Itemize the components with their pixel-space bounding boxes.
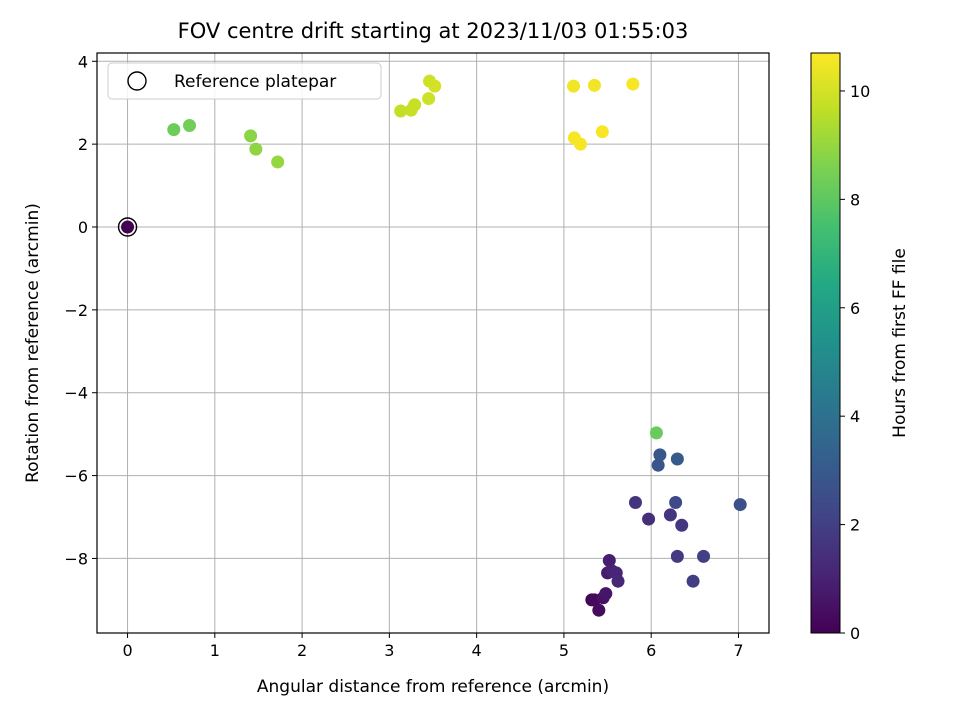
y-tick-label: 2 [78, 135, 88, 154]
data-point [592, 603, 606, 617]
data-point [642, 512, 656, 526]
data-point [567, 79, 581, 93]
data-point [663, 508, 677, 522]
data-point [244, 129, 258, 143]
colorbar-tick-label: 2 [850, 516, 860, 535]
y-axis-ticks: −8 −6 −4 −2 0 2 4 [64, 52, 97, 568]
plot-frame [96, 52, 770, 634]
data-point [697, 549, 711, 563]
y-tick-label: 0 [78, 218, 88, 237]
colorbar-tick-label: 0 [850, 624, 860, 643]
x-tick-label: 4 [472, 641, 482, 660]
data-point [653, 448, 667, 462]
data-points [117, 74, 747, 617]
data-point [595, 125, 609, 139]
y-tick-label: −8 [64, 549, 88, 568]
data-point [649, 426, 663, 440]
legend-marker-reference [127, 71, 147, 91]
data-point [271, 155, 285, 169]
colorbar-tick-label: 4 [850, 407, 860, 426]
colorbar-tick-label: 6 [850, 299, 860, 318]
colorbar-tick-label: 8 [850, 190, 860, 209]
data-point [675, 518, 689, 532]
x-tick-label: 5 [559, 641, 569, 660]
data-point [428, 79, 442, 93]
y-tick-label: −6 [64, 467, 88, 486]
legend-label-reference: Reference platepar [174, 72, 336, 92]
data-point [121, 220, 135, 234]
legend: Reference platepar [107, 62, 382, 100]
data-point [669, 496, 683, 509]
x-tick-label: 6 [646, 641, 656, 660]
y-tick-label: 4 [78, 52, 88, 71]
y-tick-label: −4 [64, 384, 88, 403]
data-point [670, 452, 684, 466]
data-point [599, 587, 613, 601]
colorbar-label: Hours from first FF file [890, 248, 910, 438]
data-point [183, 119, 197, 132]
x-axis-ticks: 0 1 2 3 4 5 6 7 [122, 633, 744, 660]
data-point [408, 98, 422, 112]
colorbar-ticks: 0 2 4 6 8 10 [840, 82, 870, 643]
y-tick-label: −2 [64, 301, 88, 320]
data-point [733, 498, 747, 512]
x-axis-label: Angular distance from reference (arcmin) [257, 677, 609, 697]
grid-lines [97, 53, 769, 633]
colorbar-gradient [810, 52, 841, 634]
data-point [628, 496, 642, 509]
data-point [167, 123, 181, 137]
x-tick-label: 3 [384, 641, 394, 660]
data-point [394, 104, 408, 118]
data-point [651, 458, 665, 472]
data-point [626, 77, 640, 91]
data-point [611, 574, 625, 588]
x-tick-label: 2 [297, 641, 307, 660]
data-point [670, 549, 684, 563]
x-tick-label: 7 [733, 641, 743, 660]
data-point [587, 78, 601, 92]
chart-title: FOV centre drift starting at 2023/11/03 … [178, 19, 689, 43]
data-point [573, 137, 587, 151]
reference-platepar-marker [117, 217, 138, 237]
x-tick-label: 1 [210, 641, 220, 660]
data-point [422, 92, 436, 106]
data-point [686, 574, 700, 588]
data-point [602, 554, 616, 567]
colorbar: 0 2 4 6 8 10 Hours from first FF file [810, 52, 910, 643]
y-axis-label: Rotation from reference (arcmin) [23, 203, 43, 483]
legend-box [107, 62, 382, 100]
data-point [249, 142, 263, 156]
colorbar-tick-label: 10 [850, 82, 870, 101]
x-tick-label: 0 [122, 641, 132, 660]
